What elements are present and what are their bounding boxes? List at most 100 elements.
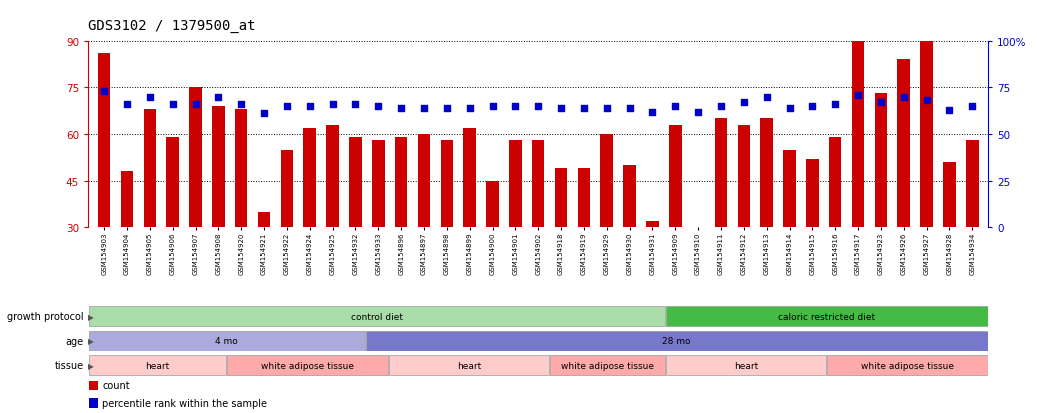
Text: white adipose tissue: white adipose tissue	[561, 361, 654, 370]
Point	[621, 105, 638, 112]
Bar	[281, 150, 293, 321]
Bar	[783, 150, 795, 321]
Bar	[327, 125, 339, 321]
Point	[211, 94, 227, 101]
Point	[347, 102, 364, 108]
Point	[141, 94, 158, 101]
Bar	[304, 128, 316, 321]
Point	[644, 109, 661, 116]
Point	[325, 102, 341, 108]
Point	[576, 105, 592, 112]
Bar	[213, 107, 225, 321]
Bar	[578, 169, 590, 321]
Text: ▶: ▶	[87, 336, 93, 345]
Bar	[509, 141, 522, 321]
Point	[393, 105, 410, 112]
Point	[553, 105, 569, 112]
Bar	[120, 172, 134, 321]
Bar	[441, 141, 453, 321]
Bar	[189, 88, 202, 321]
Bar	[227, 355, 388, 375]
Text: caloric restricted diet: caloric restricted diet	[778, 312, 875, 321]
Bar	[551, 355, 665, 375]
Bar	[372, 141, 385, 321]
Text: ▶: ▶	[87, 361, 93, 370]
Text: growth protocol: growth protocol	[7, 311, 84, 321]
Text: count: count	[103, 380, 130, 391]
Point	[95, 88, 112, 95]
Bar	[829, 138, 841, 321]
Bar	[692, 278, 704, 321]
Text: heart: heart	[734, 361, 758, 370]
Bar	[874, 94, 888, 321]
Text: white adipose tissue: white adipose tissue	[261, 361, 354, 370]
Bar	[258, 212, 271, 321]
Point	[484, 103, 501, 110]
Point	[667, 103, 683, 110]
Bar	[88, 306, 665, 326]
Point	[118, 102, 135, 108]
Point	[826, 102, 843, 108]
Bar	[806, 159, 818, 321]
Bar	[669, 125, 681, 321]
Bar	[623, 166, 636, 321]
Point	[964, 103, 981, 110]
Bar	[88, 355, 226, 375]
Bar	[966, 141, 979, 321]
Bar	[920, 41, 933, 321]
Text: age: age	[66, 336, 84, 346]
Text: ▶: ▶	[87, 312, 93, 321]
Point	[188, 102, 204, 108]
Point	[895, 94, 912, 101]
Text: white adipose tissue: white adipose tissue	[861, 361, 954, 370]
Point	[439, 105, 455, 112]
Point	[416, 105, 432, 112]
Bar	[646, 222, 658, 321]
Bar	[943, 163, 956, 321]
Bar	[464, 128, 476, 321]
Point	[507, 103, 524, 110]
Text: percentile rank within the sample: percentile rank within the sample	[103, 398, 268, 408]
Bar	[349, 138, 362, 321]
Point	[279, 103, 296, 110]
Bar	[737, 125, 750, 321]
Text: heart: heart	[145, 361, 169, 370]
Point	[942, 107, 958, 114]
Point	[758, 94, 775, 101]
Point	[256, 111, 273, 117]
Bar	[555, 169, 567, 321]
Point	[598, 105, 615, 112]
Point	[849, 92, 866, 99]
Point	[919, 98, 935, 104]
Bar	[714, 119, 727, 321]
Point	[165, 102, 181, 108]
Bar	[97, 54, 110, 321]
Point	[233, 102, 250, 108]
Bar	[389, 355, 550, 375]
Text: 4 mo: 4 mo	[216, 336, 239, 345]
Point	[461, 105, 478, 112]
Bar	[486, 181, 499, 321]
Point	[712, 103, 729, 110]
Bar	[395, 138, 408, 321]
Point	[302, 103, 318, 110]
Bar	[166, 138, 179, 321]
Bar	[666, 355, 826, 375]
Bar	[89, 398, 97, 408]
Bar	[235, 110, 248, 321]
Bar	[88, 331, 365, 351]
Bar	[143, 110, 157, 321]
Bar	[666, 306, 988, 326]
Bar	[366, 331, 988, 351]
Point	[370, 103, 387, 110]
Bar	[418, 135, 430, 321]
Bar	[600, 135, 613, 321]
Bar	[828, 355, 988, 375]
Point	[530, 103, 546, 110]
Text: control diet: control diet	[351, 312, 402, 321]
Text: 28 mo: 28 mo	[663, 336, 691, 345]
Point	[690, 109, 706, 116]
Point	[735, 100, 752, 106]
Text: heart: heart	[457, 361, 481, 370]
Text: GDS3102 / 1379500_at: GDS3102 / 1379500_at	[88, 19, 256, 33]
